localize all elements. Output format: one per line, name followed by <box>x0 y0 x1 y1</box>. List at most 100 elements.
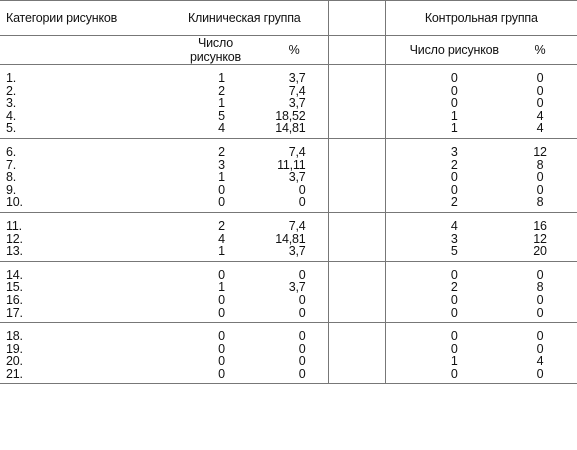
category-cell: 4. <box>6 108 17 123</box>
clinical-percent-cell: 3,7 <box>260 245 329 262</box>
clinical-count-cell: 3 <box>218 157 225 172</box>
control-percent-cell: 0 <box>536 83 544 98</box>
table-row: 3. 1 3,7 0 0 <box>0 97 577 110</box>
category-cell: 18. <box>6 329 23 344</box>
control-count-header: Число рисунков <box>385 35 514 65</box>
gap-cell <box>328 138 386 159</box>
control-count-cell: 4 <box>450 218 458 233</box>
category-cell: 3. <box>6 96 17 111</box>
table-row: 8. 1 3,7 0 0 <box>0 171 577 184</box>
category-cell: 9. <box>6 182 17 197</box>
category-cell: 5. <box>0 122 161 139</box>
control-percent-cell: 16 <box>533 218 547 233</box>
header-row-columns: Число рисунков % Число рисунков % <box>0 35 577 65</box>
table-row: 14. 0 0 0 0 <box>0 261 577 282</box>
control-percent-cell: 4 <box>513 122 577 139</box>
clinical-percent-cell: 7,4 <box>260 138 329 159</box>
category-cell: 10. <box>0 196 161 213</box>
control-percent-cell: 0 <box>513 368 577 385</box>
clinical-percent-cell: 11,11 <box>260 158 329 172</box>
clinical-percent-cell: 3,7 <box>260 64 329 85</box>
clinical-count-cell: 2 <box>218 218 225 233</box>
header-gap <box>328 35 386 65</box>
control-count-cell: 1 <box>385 122 514 139</box>
control-percent-cell: 4 <box>536 354 544 369</box>
table-row: 2. 2 7,4 0 0 <box>0 83 577 98</box>
control-count-cell: 2 <box>385 196 514 213</box>
table-row: 17. 0 0 0 0 <box>0 306 577 324</box>
gap-cell <box>328 171 386 184</box>
clinical-percent-cell: 18,52 <box>260 110 329 123</box>
control-percent-cell: 12 <box>533 144 547 159</box>
clinical-percent-cell: 0 <box>260 343 329 356</box>
clinical-percent-cell: 0 <box>260 322 329 343</box>
gap-cell <box>328 84 386 98</box>
gap-cell <box>328 293 386 307</box>
category-cell: 13. <box>0 245 161 262</box>
table-row: 7. 3 11,11 2 8 <box>0 157 577 172</box>
clinical-group-header: Клиническая группа <box>161 0 329 36</box>
category-cell: 15. <box>6 280 23 295</box>
control-count-cell: 0 <box>450 182 458 197</box>
clinical-percent-header: % <box>260 35 329 65</box>
clinical-count-cell: 2 <box>218 144 225 159</box>
category-cell: 2. <box>6 83 17 98</box>
clinical-count-cell: 0 <box>218 182 225 197</box>
control-percent-cell: 8 <box>536 280 544 295</box>
control-count-cell: 0 <box>450 83 458 98</box>
clinical-percent-cell: 14,81 <box>260 232 329 246</box>
clinical-count-cell: 0 <box>218 354 225 369</box>
category-cell: 19. <box>6 341 23 356</box>
control-group-header: Контрольная группа <box>385 0 577 36</box>
clinical-percent-cell: 3,7 <box>260 281 329 294</box>
category-cell: 14. <box>6 267 23 282</box>
control-count-cell: 0 <box>450 329 458 344</box>
clinical-percent-cell: 3,7 <box>260 171 329 184</box>
control-count-cell: 1 <box>450 108 458 123</box>
control-count-cell: 2 <box>450 157 458 172</box>
control-percent-cell: 0 <box>513 306 577 324</box>
clinical-count-header: Число рисунков <box>161 35 260 65</box>
category-cell: 1. <box>6 71 17 85</box>
gap-cell <box>328 367 386 385</box>
gap-cell <box>328 245 386 262</box>
control-count-cell: 5 <box>385 245 514 262</box>
clinical-count-cell: 0 <box>161 196 260 213</box>
clinical-percent-cell: 7,4 <box>260 212 329 233</box>
gap-cell <box>328 196 386 213</box>
table-row: 20. 0 0 1 4 <box>0 355 577 368</box>
gap-cell <box>328 97 386 110</box>
gap-cell <box>328 183 386 197</box>
clinical-percent-cell: 0 <box>260 306 329 324</box>
table-row: 9. 0 0 0 0 <box>0 184 577 197</box>
clinical-count-cell: 1 <box>218 170 225 185</box>
table-row: 4. 5 18,52 1 4 <box>0 110 577 123</box>
category-cell: 16. <box>6 292 23 307</box>
control-percent-cell: 4 <box>536 108 544 123</box>
table-row: 13. 1 3,7 5 20 <box>0 245 577 262</box>
header-row-groups: Категории рисунков Клиническая группа Ко… <box>0 0 577 36</box>
clinical-count-cell: 0 <box>218 292 225 307</box>
control-count-cell: 3 <box>450 231 458 246</box>
control-percent-cell: 0 <box>536 71 544 85</box>
table-row: 11. 2 7,4 4 16 <box>0 212 577 233</box>
control-count-cell: 0 <box>385 306 514 324</box>
table-body: 1. 1 3,7 0 0 2. 2 7,4 0 0 3. 1 3,7 0 0 4. 5 18,52 1 4 5. 4 14,… <box>0 64 577 385</box>
control-count-cell: 0 <box>450 341 458 356</box>
control-percent-header: % <box>513 35 577 65</box>
table-row: 21. 0 0 0 0 <box>0 367 577 385</box>
clinical-count-cell: 1 <box>218 96 225 111</box>
category-cell: 12. <box>6 231 23 246</box>
control-count-cell: 0 <box>450 71 458 85</box>
table-row: 15. 1 3,7 2 8 <box>0 281 577 294</box>
table-row: 18. 0 0 0 0 <box>0 322 577 344</box>
table-row: 5. 4 14,81 1 4 <box>0 122 577 139</box>
control-count-cell: 2 <box>450 280 458 295</box>
gap-cell <box>328 281 386 294</box>
gap-cell <box>328 122 386 139</box>
clinical-percent-cell: 0 <box>260 294 329 307</box>
gap-cell <box>328 355 386 368</box>
clinical-percent-cell: 0 <box>260 196 329 213</box>
control-percent-cell: 0 <box>536 96 544 111</box>
